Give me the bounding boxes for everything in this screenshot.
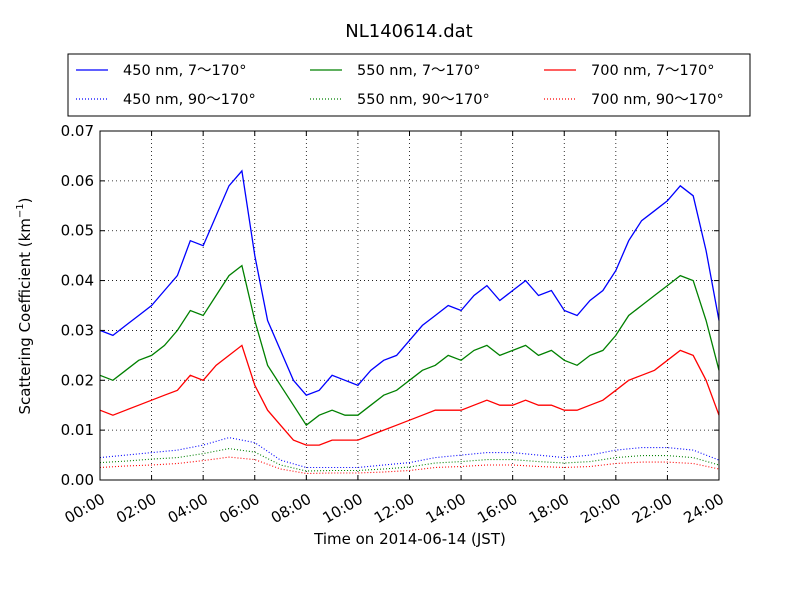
x-tick-label: 18:00 [526, 490, 572, 527]
x-tick-label: 06:00 [216, 490, 262, 527]
legend: 450 nm, 7～170° 550 nm, 7～170° 700 nm, 7～17… [76, 63, 724, 108]
legend-label: 450 nm, 90～170° [123, 92, 256, 108]
y-tick-label: 0.06 [61, 172, 94, 190]
x-tick-label: 02:00 [113, 490, 159, 527]
plot-area [99, 169, 720, 475]
legend-box [67, 53, 751, 117]
y-axis-label-sup: −1 [15, 203, 26, 218]
x-tick-label: 20:00 [577, 490, 623, 527]
series-line-6 [99, 456, 720, 475]
y-tick-label: 0.05 [61, 222, 94, 240]
legend-label: 700 nm, 7～170° [591, 63, 714, 79]
y-tick-label: 0.00 [61, 471, 94, 489]
chart-title: NL140614.dat [345, 21, 472, 42]
y-tick-label: 0.04 [61, 272, 94, 290]
x-tick-label: 08:00 [268, 490, 314, 527]
series-line-4 [99, 437, 720, 469]
x-tick-label: 12:00 [371, 490, 417, 527]
x-axis-label: Time on 2014-06-14 (JST) [313, 530, 506, 548]
x-tick-label: 24:00 [681, 490, 727, 527]
y-tick-label: 0.02 [61, 371, 94, 389]
y-axis-label: Scattering Coefficient (km−1) [15, 197, 34, 414]
legend-label: 450 nm, 7～170° [123, 63, 246, 79]
x-tick-label: 22:00 [629, 490, 675, 527]
y-tick-label: 0.01 [61, 421, 94, 439]
legend-label: 700 nm, 90～170° [591, 92, 724, 108]
x-tick-label: 10:00 [319, 490, 365, 527]
legend-label: 550 nm, 7～170° [357, 63, 480, 79]
y-axis-label-main: Scattering Coefficient (km [16, 218, 34, 414]
series-line-3 [99, 344, 720, 446]
axis-ticks: 00:00 02:00 04:00 06:00 08:00 10:00 12:00 14:00… [61, 122, 727, 527]
x-tick-label: 14:00 [423, 490, 469, 527]
series-line-2 [99, 264, 720, 427]
grid [100, 131, 719, 480]
y-tick-label: 0.07 [61, 122, 94, 140]
x-tick-label: 04:00 [165, 490, 211, 527]
series-line-1 [99, 169, 720, 396]
x-tick-label: 16:00 [474, 490, 520, 527]
x-tick-label: 00:00 [62, 490, 108, 527]
y-tick-label: 0.03 [61, 321, 94, 339]
legend-label: 550 nm, 90～170° [357, 92, 490, 108]
y-axis-label-end: ) [16, 197, 34, 203]
